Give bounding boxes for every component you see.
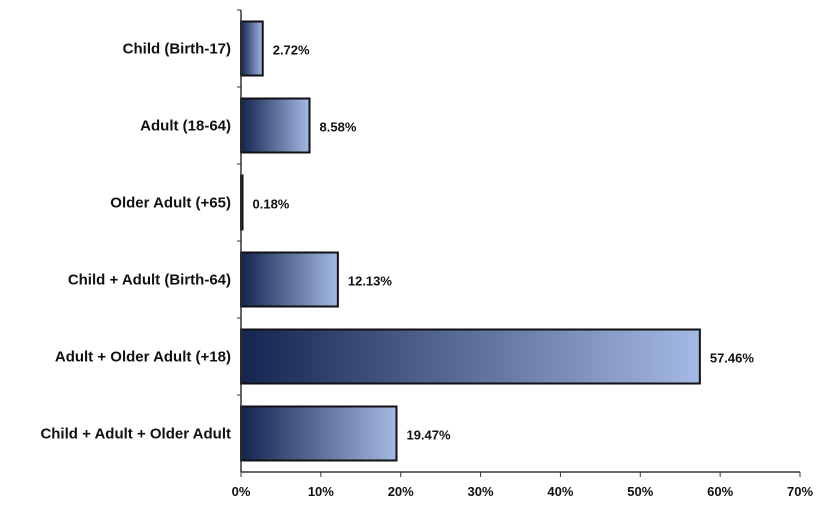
x-tick-label: 50% (627, 484, 653, 499)
value-label: 2.72% (273, 43, 310, 58)
category-label: Child + Adult (Birth-64) (68, 272, 231, 289)
x-tick-label: 10% (308, 484, 334, 499)
x-tick-label: 70% (787, 484, 813, 499)
value-label: 0.18% (253, 197, 290, 212)
labels-layer: Child (Birth-17) 2.72% Adult (18-64) 8.58% O… (40, 41, 754, 443)
value-label: 8.58% (320, 120, 357, 135)
bar-1 (240, 20, 264, 77)
x-tick-label: 0% (232, 484, 251, 499)
value-label: 57.46% (710, 351, 755, 366)
category-label: Adult + Older Adult (+18) (55, 349, 231, 366)
category-label: Adult (18-64) (140, 118, 231, 135)
x-tick-label: 30% (468, 484, 494, 499)
axis-layer: 0% 10% 20% 30% 40% 50% 60% 70% (232, 9, 813, 499)
bar-5 (240, 328, 701, 385)
category-label: Child + Adult + Older Adult (40, 426, 231, 443)
category-label: Child (Birth-17) (123, 41, 231, 58)
bar-2 (240, 97, 311, 154)
x-tick-label: 20% (388, 484, 414, 499)
x-tick-label: 60% (707, 484, 733, 499)
bar-6 (240, 405, 398, 462)
bars-layer (240, 20, 701, 462)
value-label: 19.47% (406, 428, 451, 443)
value-label: 12.13% (348, 274, 393, 289)
x-tick-label: 40% (547, 484, 573, 499)
category-label: Older Adult (+65) (110, 195, 231, 212)
bar-4 (240, 251, 339, 308)
